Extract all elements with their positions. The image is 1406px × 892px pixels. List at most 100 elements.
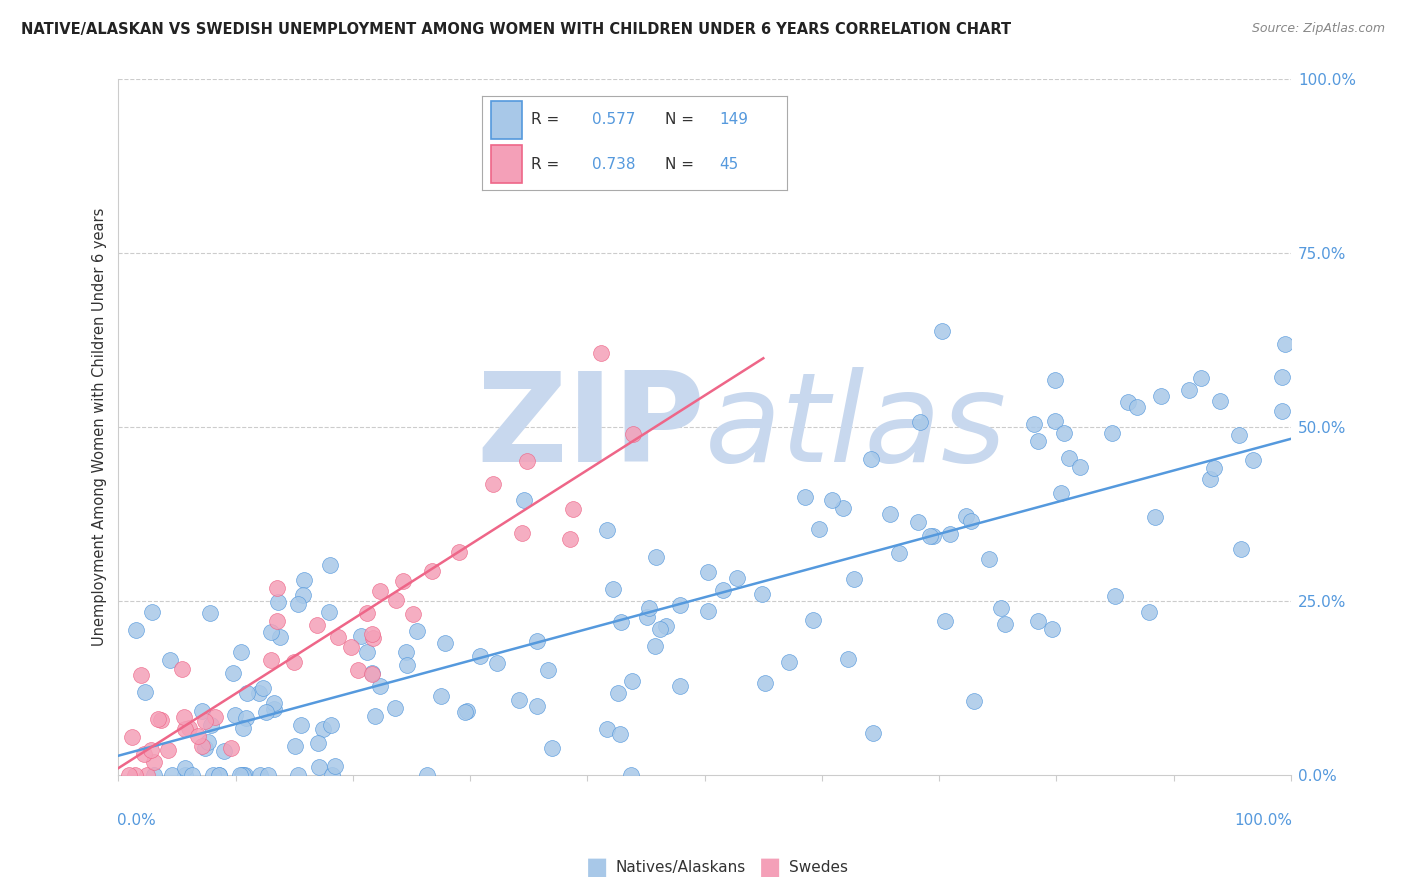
Point — [292, 588, 315, 602]
Point — [644, 640, 666, 654]
Point — [449, 545, 471, 559]
Point — [321, 768, 343, 782]
Point — [202, 768, 225, 782]
Point — [609, 615, 631, 629]
Point — [609, 727, 631, 741]
Point — [350, 629, 373, 643]
Point — [516, 454, 538, 468]
Point — [191, 704, 214, 718]
Point — [1271, 404, 1294, 418]
Point — [602, 582, 624, 596]
Point — [233, 768, 256, 782]
Point — [725, 571, 748, 585]
Point — [326, 630, 349, 644]
Point — [1271, 369, 1294, 384]
Point — [132, 747, 155, 761]
Point — [979, 552, 1001, 566]
Point — [252, 681, 274, 696]
Text: Source: ZipAtlas.com: Source: ZipAtlas.com — [1251, 22, 1385, 36]
Point — [263, 702, 285, 716]
Point — [606, 686, 628, 700]
Point — [621, 673, 644, 688]
Point — [1209, 394, 1232, 409]
Point — [508, 693, 530, 707]
Point — [173, 710, 195, 724]
Point — [150, 713, 173, 727]
Point — [200, 718, 222, 732]
Point — [907, 515, 929, 529]
Point — [142, 755, 165, 769]
Point — [1050, 485, 1073, 500]
Point — [1204, 461, 1226, 475]
Point — [198, 607, 221, 621]
Point — [311, 722, 333, 736]
Point — [174, 761, 197, 775]
Point — [963, 694, 986, 708]
Point — [204, 710, 226, 724]
Point — [346, 664, 368, 678]
Point — [319, 558, 342, 573]
Point — [645, 550, 668, 565]
Point — [778, 655, 800, 669]
Point — [356, 645, 378, 659]
Point — [1104, 589, 1126, 603]
Text: Swedes: Swedes — [789, 860, 848, 874]
Point — [1274, 337, 1296, 351]
Point — [558, 532, 581, 546]
Point — [142, 768, 165, 782]
Point — [1040, 622, 1063, 636]
Point — [232, 768, 254, 782]
Text: 0.0%: 0.0% — [117, 814, 156, 829]
Point — [990, 600, 1012, 615]
Text: Natives/Alaskans: Natives/Alaskans — [616, 860, 747, 874]
Point — [118, 768, 141, 782]
Point — [249, 768, 271, 782]
Point — [208, 768, 231, 782]
Point — [939, 526, 962, 541]
Text: NATIVE/ALASKAN VS SWEDISH UNEMPLOYMENT AMONG WOMEN WITH CHILDREN UNDER 6 YEARS C: NATIVE/ALASKAN VS SWEDISH UNEMPLOYMENT A… — [21, 22, 1011, 37]
Point — [621, 427, 644, 442]
Point — [141, 605, 163, 619]
Point — [1101, 425, 1123, 440]
Point — [318, 605, 340, 619]
Point — [638, 601, 661, 615]
Point — [842, 572, 865, 586]
Point — [229, 645, 252, 659]
Point — [1043, 372, 1066, 386]
Point — [879, 507, 901, 521]
Point — [1137, 605, 1160, 619]
Point — [361, 665, 384, 680]
Point — [292, 573, 315, 587]
Point — [194, 714, 217, 728]
Point — [620, 768, 643, 782]
Point — [1227, 428, 1250, 442]
Point — [1199, 472, 1222, 486]
Point — [307, 736, 329, 750]
Point — [385, 593, 408, 607]
Point — [129, 668, 152, 682]
Point — [1126, 400, 1149, 414]
Point — [254, 705, 277, 719]
Point — [179, 721, 201, 735]
Point — [456, 704, 478, 718]
Point — [648, 622, 671, 636]
Point — [267, 595, 290, 609]
Point — [368, 584, 391, 599]
Point — [284, 739, 307, 753]
Point — [269, 630, 291, 644]
Point — [696, 604, 718, 618]
Point — [862, 726, 884, 740]
Point — [231, 768, 253, 782]
Point — [124, 768, 146, 782]
Point — [260, 625, 283, 640]
Point — [655, 618, 678, 632]
Point — [486, 657, 509, 671]
Point — [1022, 417, 1045, 432]
Point — [368, 679, 391, 693]
Point — [396, 657, 419, 672]
Point — [591, 345, 613, 359]
Point — [636, 610, 658, 624]
Point — [219, 740, 242, 755]
Point — [960, 514, 983, 528]
Point — [430, 690, 453, 704]
